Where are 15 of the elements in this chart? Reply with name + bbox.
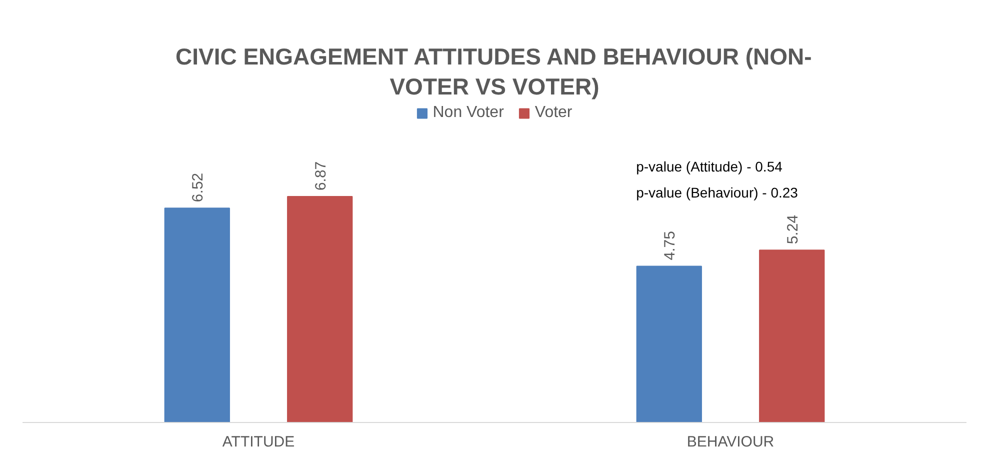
- bar: [759, 250, 825, 422]
- annotation: p-value (Behaviour) - 0.23: [636, 184, 798, 200]
- x-tick-label: BEHAVIOUR: [686, 434, 774, 450]
- data-label: 6.52: [190, 172, 207, 202]
- data-label: 4.75: [662, 231, 679, 260]
- bar: [287, 196, 353, 422]
- data-label: 5.24: [784, 214, 802, 244]
- chart-title: CIVIC ENGAGEMENT ATTITUDES AND BEHAVIOUR (NON-VOTER VS VOTER): [175, 44, 812, 100]
- bar: [164, 208, 230, 422]
- legend-label: Voter: [534, 104, 572, 122]
- bar: [636, 266, 702, 422]
- x-tick-label: ATTITUDE: [222, 434, 295, 450]
- data-label: 6.87: [312, 161, 330, 191]
- legend-label: Non Voter: [432, 104, 504, 122]
- text: p-value (Attitude) - 0.54: [636, 158, 783, 174]
